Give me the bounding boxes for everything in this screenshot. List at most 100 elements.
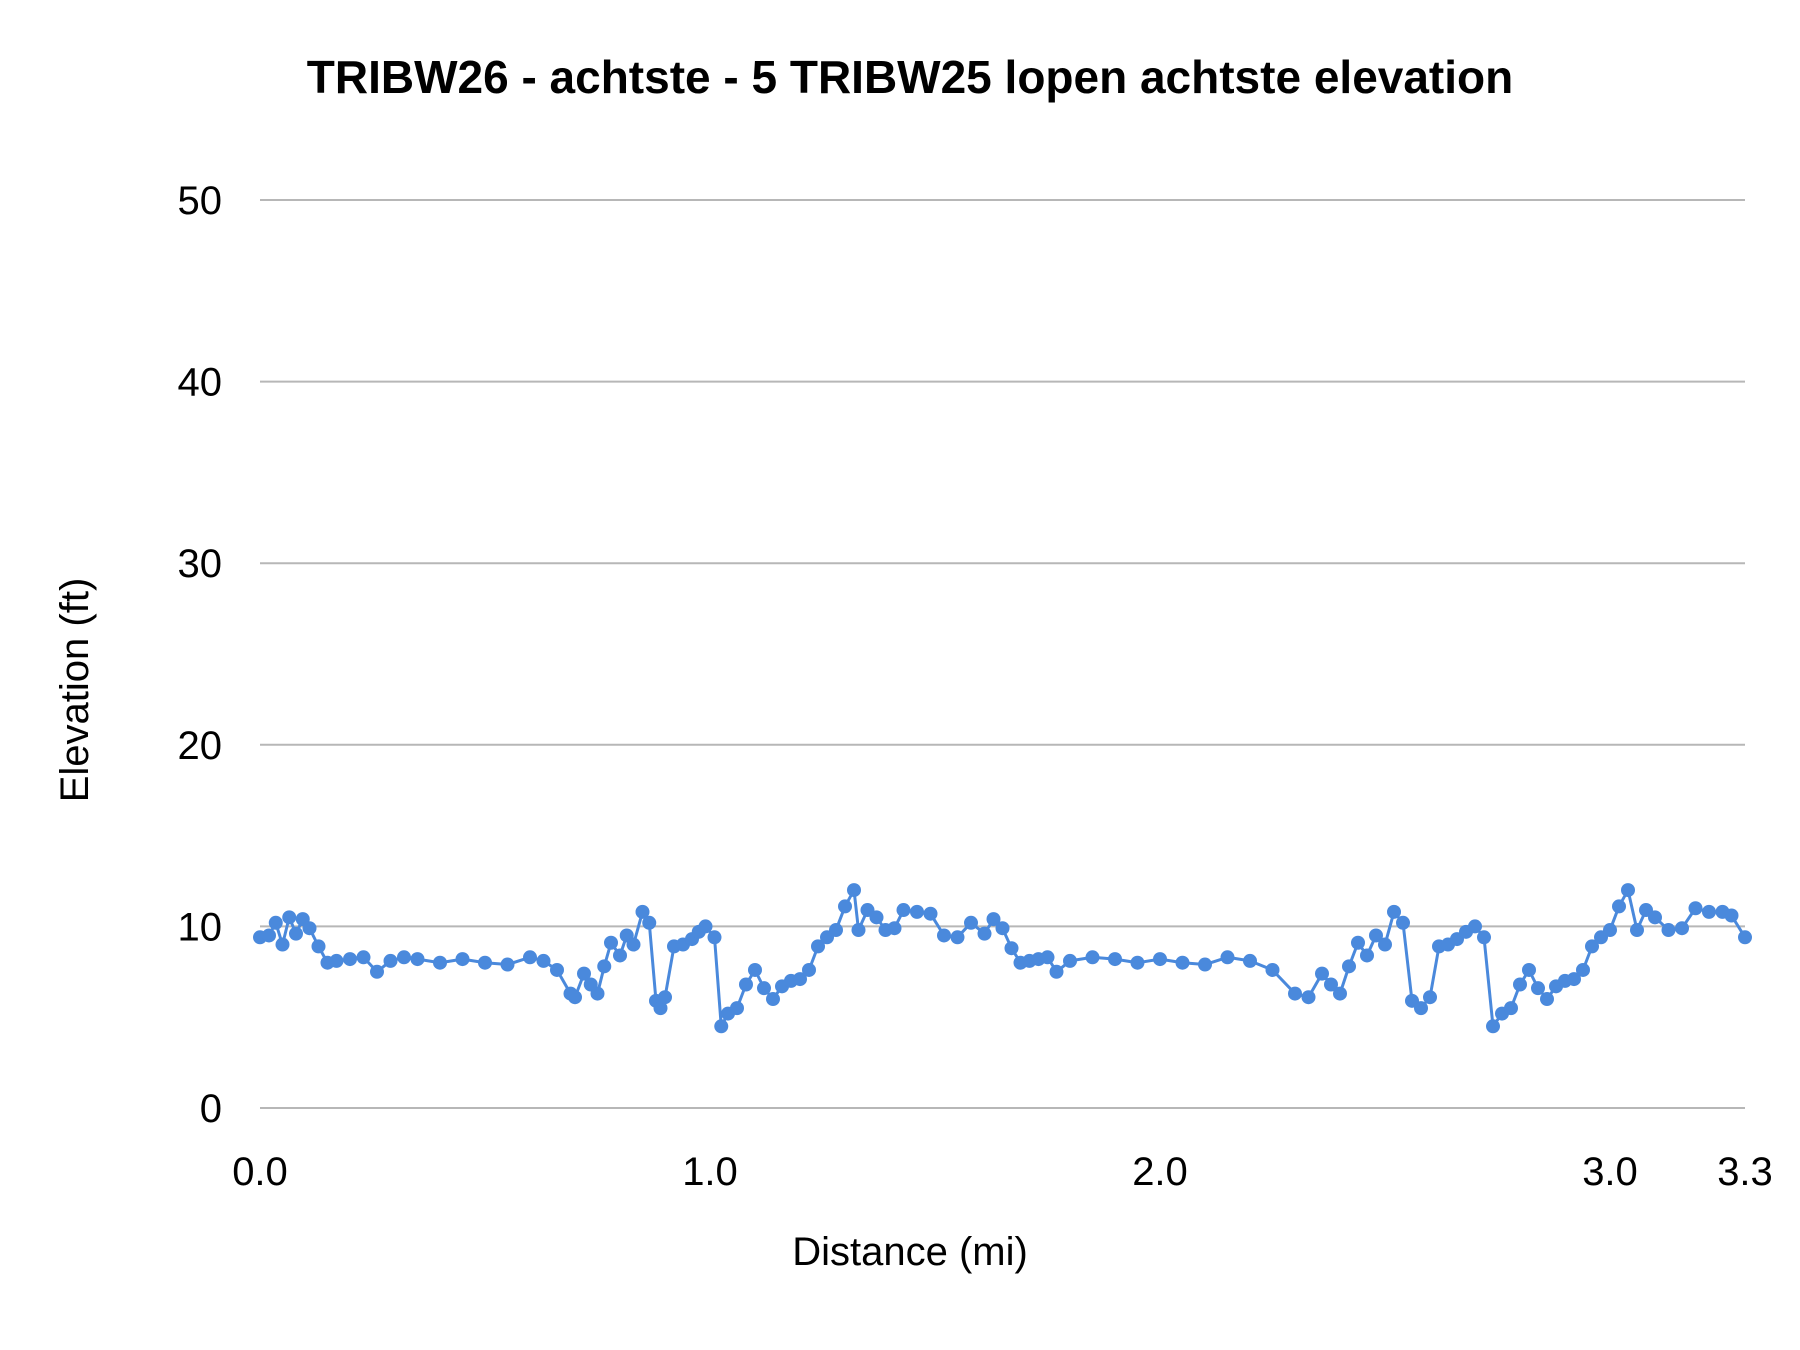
data-point — [1387, 904, 1401, 919]
data-point — [1342, 959, 1356, 974]
data-point — [1621, 883, 1635, 898]
data-point — [523, 950, 537, 965]
data-point — [1049, 964, 1064, 979]
data-point — [302, 921, 317, 936]
data-point — [1315, 966, 1329, 981]
data-point — [1648, 910, 1662, 925]
data-point — [1576, 962, 1590, 977]
data-point — [1301, 990, 1316, 1005]
data-point — [1612, 899, 1626, 914]
data-point — [1688, 901, 1703, 916]
data-point — [1531, 981, 1545, 996]
data-point — [635, 904, 650, 919]
y-tick-label: 50 — [178, 179, 223, 223]
data-point — [282, 910, 297, 925]
data-point — [851, 923, 866, 938]
data-point — [1522, 962, 1536, 977]
data-point — [262, 928, 276, 943]
data-point — [1108, 952, 1122, 967]
data-point — [1004, 941, 1019, 956]
data-point — [653, 1001, 668, 1016]
data-point — [604, 935, 618, 950]
data-point — [869, 910, 884, 925]
data-point — [707, 930, 722, 945]
data-point — [986, 912, 1001, 927]
data-point — [1130, 955, 1145, 970]
data-point — [1063, 953, 1077, 968]
data-point — [1324, 977, 1338, 992]
data-point — [802, 962, 816, 977]
data-point — [1513, 977, 1527, 992]
data-point — [275, 937, 290, 952]
data-point — [1153, 952, 1167, 967]
data-point — [1414, 1001, 1428, 1016]
data-point — [1085, 950, 1100, 965]
data-point — [1603, 923, 1617, 938]
data-point — [1369, 928, 1383, 943]
data-point — [590, 986, 605, 1001]
y-axis-label: Elevation (ft) — [53, 578, 97, 803]
x-tick-label: 1.0 — [682, 1150, 738, 1194]
y-tick-label: 40 — [178, 361, 223, 405]
data-point — [597, 959, 612, 974]
data-point — [811, 939, 825, 954]
data-point — [937, 928, 951, 943]
data-point — [550, 962, 564, 977]
data-point — [714, 1019, 729, 1034]
data-point — [847, 883, 861, 898]
data-point — [455, 952, 470, 967]
data-point — [793, 972, 807, 987]
data-point — [410, 952, 425, 967]
data-point — [1486, 1019, 1500, 1034]
chart-title: TRIBW26 - achtste - 5 TRIBW25 lopen acht… — [307, 51, 1513, 103]
data-point — [887, 921, 902, 936]
data-point — [383, 953, 398, 968]
x-axis-label: Distance (mi) — [792, 1230, 1028, 1274]
data-point — [1040, 950, 1055, 965]
data-point — [739, 977, 753, 992]
data-point — [1504, 1001, 1518, 1016]
data-point — [642, 915, 657, 930]
data-point — [964, 915, 978, 930]
data-point — [1423, 990, 1437, 1005]
data-point — [478, 955, 492, 970]
x-tick-label: 2.0 — [1132, 1150, 1188, 1194]
data-point — [268, 915, 283, 930]
data-point — [568, 990, 582, 1005]
data-point — [1351, 935, 1365, 950]
data-point — [1702, 904, 1716, 919]
data-point — [500, 957, 515, 972]
data-point — [950, 930, 965, 945]
elevation-series — [253, 883, 1752, 1034]
data-point — [1265, 962, 1280, 977]
data-point — [1333, 986, 1347, 1001]
data-point — [1675, 921, 1689, 936]
data-point — [910, 904, 924, 919]
y-tick-label: 0 — [200, 1087, 222, 1131]
data-point — [923, 906, 938, 921]
data-point — [896, 903, 911, 918]
data-point — [1198, 957, 1212, 972]
data-point — [748, 962, 762, 977]
data-point — [613, 948, 627, 963]
data-point — [626, 937, 641, 952]
data-point — [1540, 992, 1554, 1007]
data-point — [1477, 930, 1491, 945]
data-point — [536, 953, 551, 968]
data-point — [1567, 972, 1581, 987]
data-point — [397, 950, 411, 965]
data-point — [577, 966, 591, 981]
x-tick-label: 0.0 — [232, 1150, 288, 1194]
data-point — [838, 899, 852, 914]
data-point — [311, 939, 326, 954]
data-point — [1585, 939, 1599, 954]
y-tick-label: 30 — [178, 542, 223, 586]
data-point — [1661, 923, 1676, 938]
y-tick-label: 20 — [178, 724, 223, 768]
data-point — [829, 923, 843, 938]
data-point — [977, 926, 992, 941]
data-point — [1738, 930, 1752, 945]
data-point — [370, 964, 384, 979]
data-point — [757, 981, 771, 996]
